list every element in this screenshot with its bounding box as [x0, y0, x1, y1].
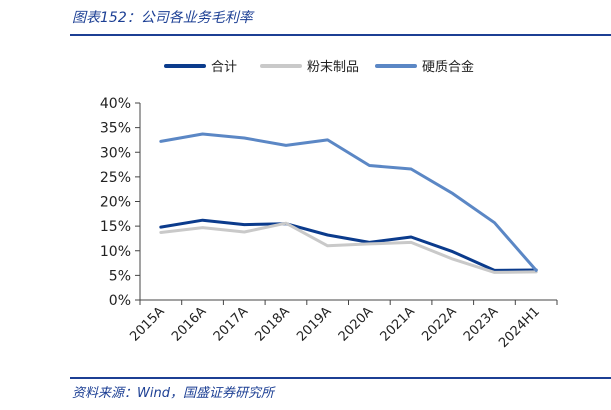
legend-label-3: 硬质合金 [422, 59, 474, 75]
series-line-2 [159, 221, 538, 274]
y-tick-label: 25% [100, 170, 131, 186]
y-tick-label: 10% [100, 244, 131, 260]
legend-label-1: 合计 [211, 60, 237, 75]
series-line-1 [159, 218, 538, 272]
x-tick-label: 2018A [252, 304, 292, 344]
bottom-rule [70, 377, 611, 379]
y-tick-label: 0% [109, 293, 131, 309]
x-tick-label: 2019A [294, 304, 334, 344]
x-tick-label: 2020A [336, 304, 376, 344]
x-tick-label: 2023A [461, 304, 501, 344]
x-tick-label: 2015A [127, 304, 167, 344]
chart-legend: 合计 粉末制品 硬质合金 [164, 59, 474, 75]
figure-title: 图表152：公司各业务毛利率 [72, 10, 253, 26]
chart-axes: 0% 5% 10% 15% 20% 25% 30% 35% 40% 2015A 2016A 2017A… [100, 96, 558, 351]
x-tick-label: 2021A [378, 304, 418, 344]
y-tick-label: 30% [100, 145, 131, 161]
source-note: 资料来源：Wind，国盛证券研究所 [72, 386, 274, 401]
x-tick-label: 2024H1 [496, 304, 543, 351]
top-rule [70, 34, 611, 36]
y-tick-label: 40% [100, 96, 131, 112]
x-tick-label: 2016A [169, 304, 209, 344]
y-tick-label: 15% [100, 219, 131, 235]
chart-series [159, 132, 538, 274]
y-tick-label: 35% [100, 121, 131, 137]
x-tick-label: 2017A [211, 304, 251, 344]
series-line-3 [159, 132, 538, 272]
y-tick-label: 5% [109, 268, 131, 284]
y-tick-label: 20% [100, 195, 131, 211]
legend-label-2: 粉末制品 [307, 60, 359, 75]
x-tick-label: 2022A [419, 304, 459, 344]
